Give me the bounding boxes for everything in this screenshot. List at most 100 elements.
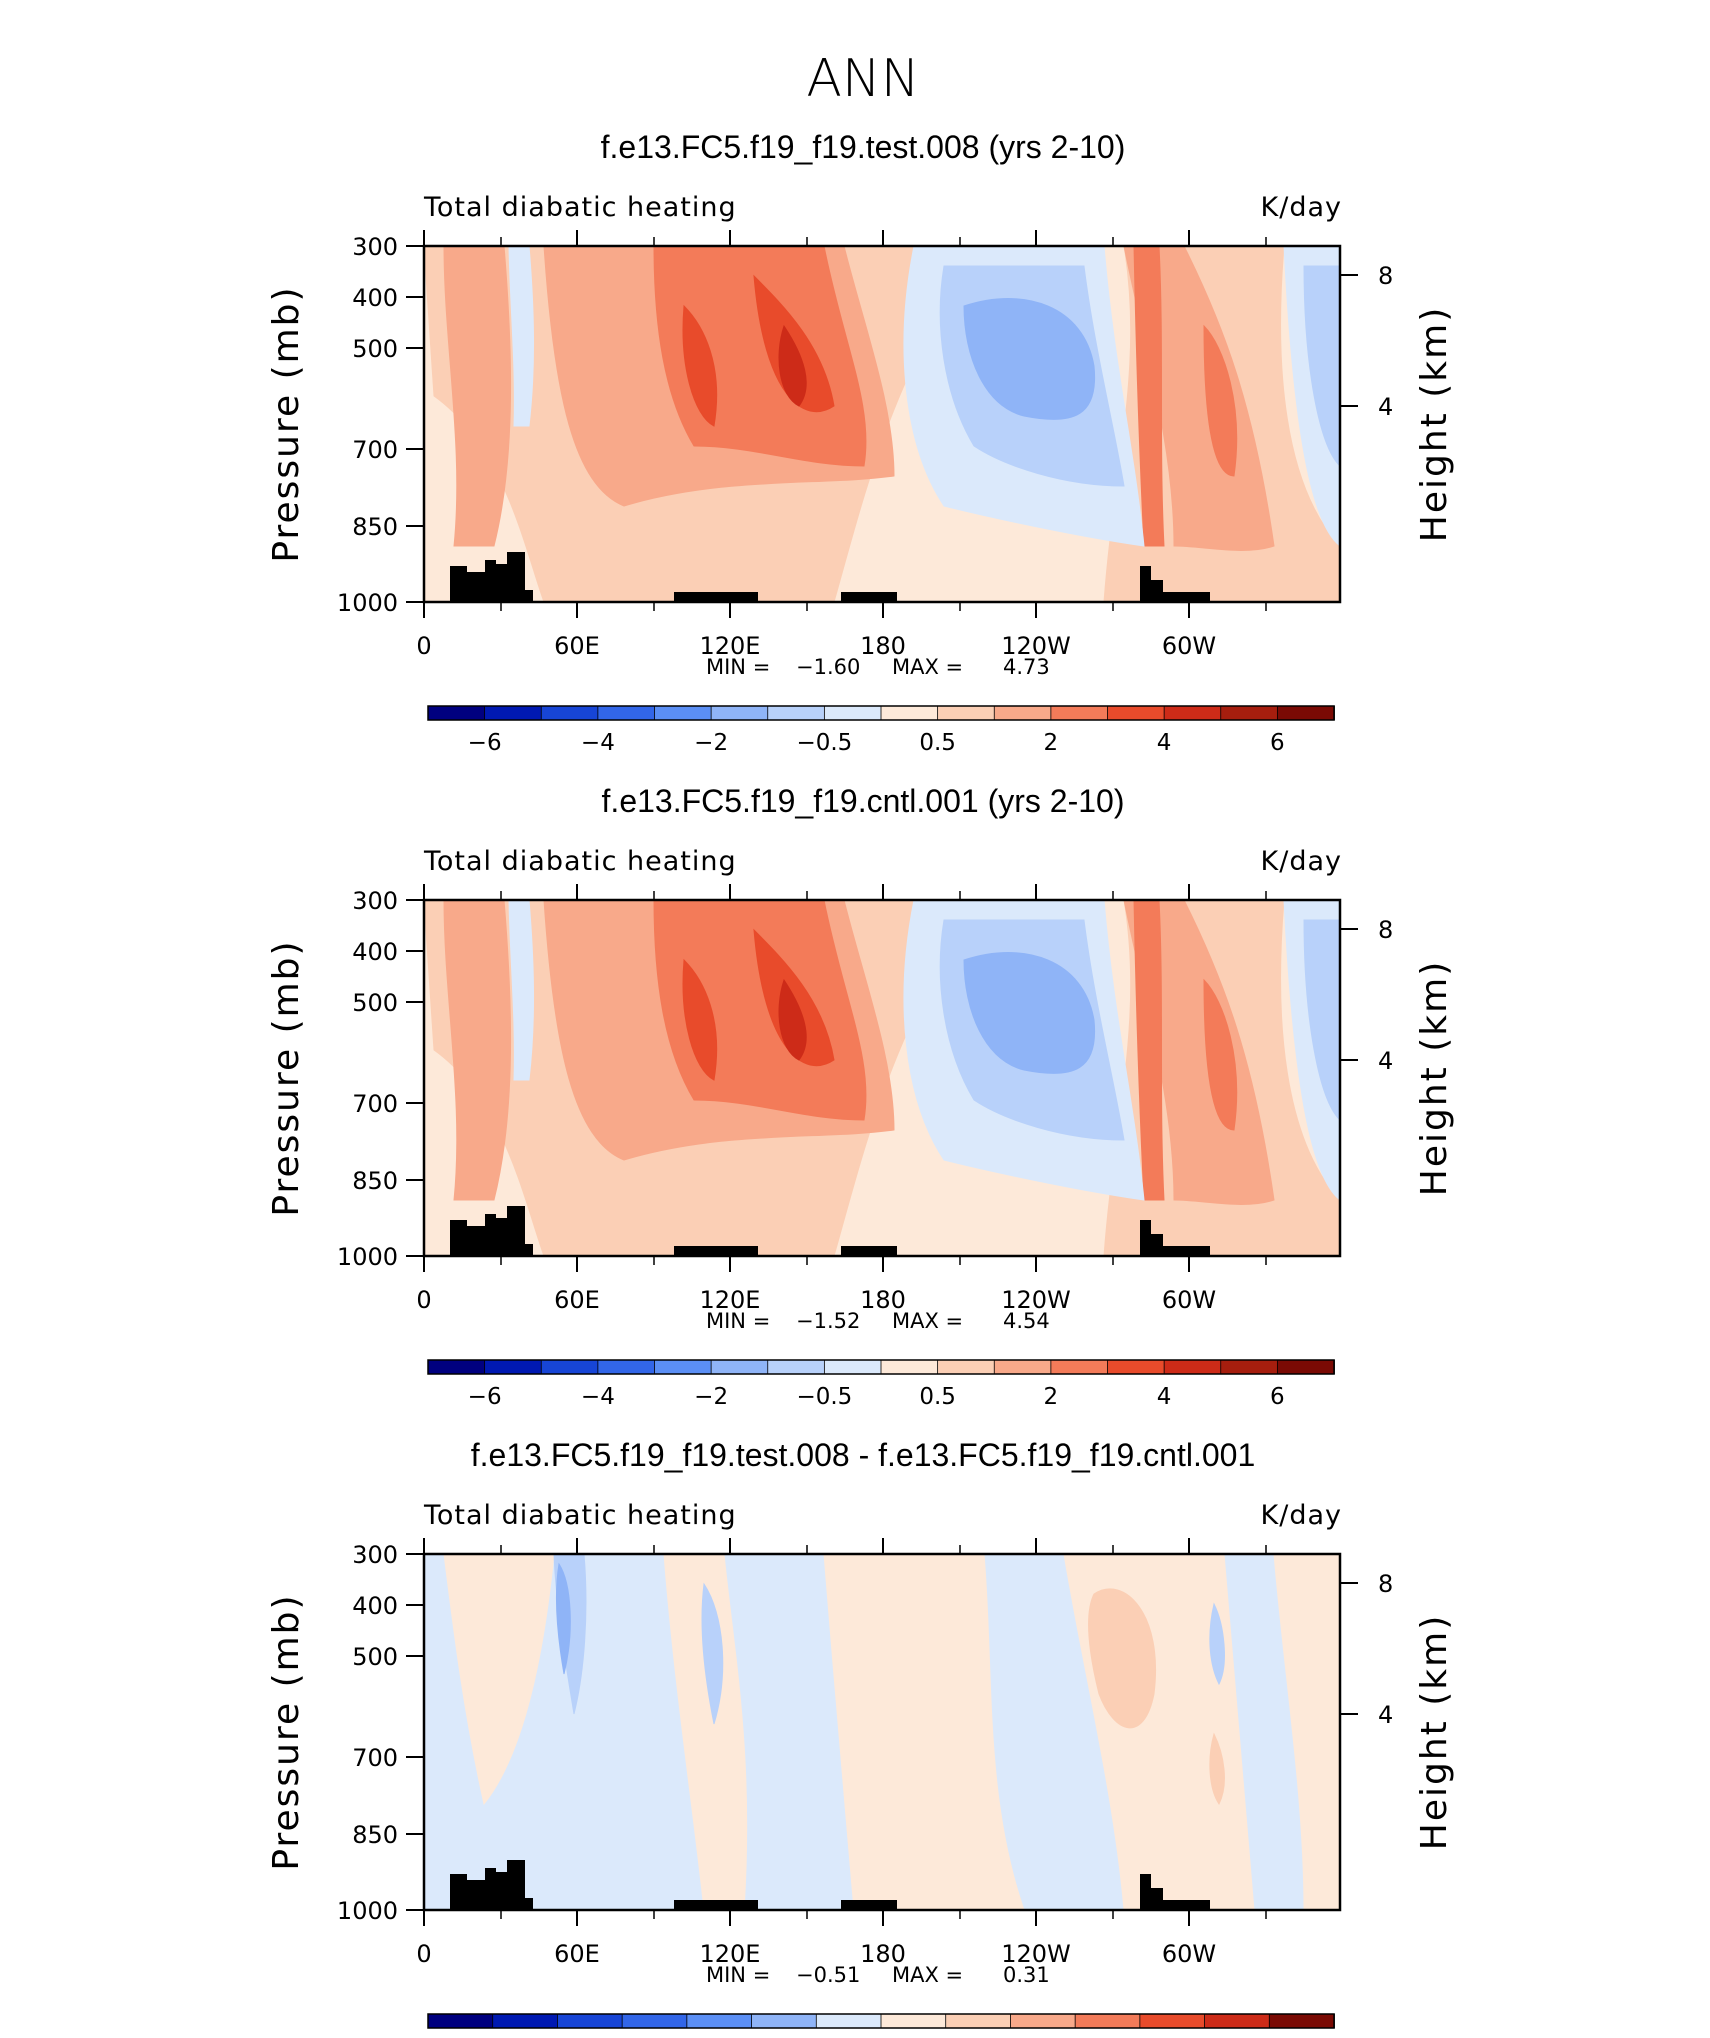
colorbar-box xyxy=(1163,705,1222,721)
colorbar-label: 0.5 xyxy=(919,1384,956,1410)
min-value: −0.51 xyxy=(796,1963,860,1987)
contour-region xyxy=(1088,1588,1225,1805)
topography xyxy=(450,552,533,602)
contour-region xyxy=(508,900,1340,1201)
x-tick-label: 120W xyxy=(1001,1286,1071,1314)
colorbar-frame xyxy=(427,2013,1335,2029)
topography xyxy=(450,1206,533,1256)
y-tick-label: 700 xyxy=(352,1090,398,1118)
y-tick-label: 1000 xyxy=(337,1243,398,1271)
colorbar-box xyxy=(945,2013,1012,2029)
colorbar-box xyxy=(1204,2013,1271,2029)
left-string: Total diabatic heating xyxy=(423,1500,737,1531)
right-string: K/day xyxy=(1261,1500,1342,1531)
colorbar-box xyxy=(686,2013,753,2029)
colorbar-box xyxy=(654,705,713,721)
min-value: −1.52 xyxy=(796,1309,860,1333)
colorbar-box xyxy=(1107,1359,1166,1375)
x-tick-label: 0 xyxy=(416,1286,431,1314)
topography xyxy=(674,1246,758,1256)
season-title: ANN xyxy=(806,49,919,109)
topography xyxy=(841,592,897,602)
panel-test: f.e13.FC5.f19_f19.test.008 (yrs 2-10) Tot… xyxy=(266,129,1455,756)
colorbar-box xyxy=(751,2013,818,2029)
colorbar-label: −2 xyxy=(694,1384,728,1410)
panel-title: f.e13.FC5.f19_f19.cntl.001 (yrs 2-10) xyxy=(602,783,1125,819)
contour-region xyxy=(653,900,1238,1201)
x-tick-label: 0 xyxy=(416,1940,431,1968)
colorbar-box xyxy=(654,1359,713,1375)
x-tick-label: 120W xyxy=(1001,632,1071,660)
contour-region xyxy=(778,324,807,407)
y-tick-label: 850 xyxy=(352,1167,398,1195)
min-label: MIN = xyxy=(706,1963,770,1987)
colorbar-label: −4 xyxy=(581,730,615,756)
panel-control: f.e13.FC5.f19_f19.cntl.001 (yrs 2-10) Tot… xyxy=(266,783,1455,1410)
colorbar-label: −4 xyxy=(581,1384,615,1410)
colorbar-box xyxy=(540,705,599,721)
x-tick-label: 120W xyxy=(1001,1940,1071,1968)
colorbar-label: −6 xyxy=(468,1384,502,1410)
y-right-axis-title: Height (km) xyxy=(1414,1614,1455,1850)
colorbar-label: 2 xyxy=(1044,730,1059,756)
colorbar-box xyxy=(710,705,769,721)
contour-field xyxy=(424,900,1340,1256)
y-tick-label: 700 xyxy=(352,436,398,464)
y-tick-label: 300 xyxy=(352,887,398,915)
colorbar-box xyxy=(621,2013,688,2029)
contour-region xyxy=(556,1562,571,1675)
min-label: MIN = xyxy=(706,1309,770,1333)
x-tick-label: 60W xyxy=(1162,1940,1216,1968)
y-tick-label: 500 xyxy=(352,989,398,1017)
max-value: 4.54 xyxy=(1003,1309,1050,1333)
colorbar-box xyxy=(767,1359,826,1375)
colorbar-box xyxy=(1276,705,1335,721)
y-right-tick-label: 4 xyxy=(1378,1047,1393,1075)
topography xyxy=(674,592,758,602)
min-label: MIN = xyxy=(706,655,770,679)
x-tick-label: 60W xyxy=(1162,632,1216,660)
colorbar-box xyxy=(767,705,826,721)
max-value: 4.73 xyxy=(1003,655,1050,679)
y-tick-label: 500 xyxy=(352,335,398,363)
contour-field xyxy=(424,1554,1340,1910)
colorbar-box xyxy=(427,1359,486,1375)
colorbar-box xyxy=(1139,2013,1206,2029)
colorbar-box xyxy=(880,2013,947,2029)
x-tick-label: 120E xyxy=(700,1286,761,1314)
max-label: MAX = xyxy=(892,1963,963,1987)
colorbar-box xyxy=(1268,2013,1335,2029)
y-tick-label: 850 xyxy=(352,513,398,541)
right-string: K/day xyxy=(1261,192,1342,223)
colorbar-label: −6 xyxy=(468,730,502,756)
colorbar-label: 2 xyxy=(1044,1384,1059,1410)
contour-region xyxy=(778,978,807,1061)
x-tick-label: 60E xyxy=(554,1940,600,1968)
colorbar-label: −2 xyxy=(694,730,728,756)
colorbar-label: 0.5 xyxy=(919,730,956,756)
contour-region xyxy=(963,298,1096,420)
y-tick-label: 400 xyxy=(352,938,398,966)
colorbar-box xyxy=(823,705,882,721)
colorbar-label: 4 xyxy=(1157,730,1172,756)
colorbar-box xyxy=(880,705,939,721)
colorbar-box xyxy=(1050,1359,1109,1375)
colorbar-box xyxy=(937,1359,996,1375)
colorbar-box xyxy=(427,705,486,721)
x-tick-label: 0 xyxy=(416,632,431,660)
y-tick-label: 300 xyxy=(352,233,398,261)
y-right-axis-title: Height (km) xyxy=(1414,306,1455,542)
contour-field xyxy=(424,246,1340,602)
y-axis-title: Pressure (mb) xyxy=(266,1593,307,1870)
colorbar-box xyxy=(557,2013,624,2029)
colorbar-box xyxy=(1220,705,1279,721)
colorbar-box xyxy=(1163,1359,1222,1375)
y-tick-label: 400 xyxy=(352,1592,398,1620)
y-tick-label: 400 xyxy=(352,284,398,312)
y-tick-label: 850 xyxy=(352,1821,398,1849)
topography xyxy=(674,1900,758,1910)
colorbar-label: −0.5 xyxy=(796,1384,852,1410)
panel-title: f.e13.FC5.f19_f19.test.008 (yrs 2-10) xyxy=(601,129,1126,165)
colorbar-box xyxy=(1276,1359,1335,1375)
